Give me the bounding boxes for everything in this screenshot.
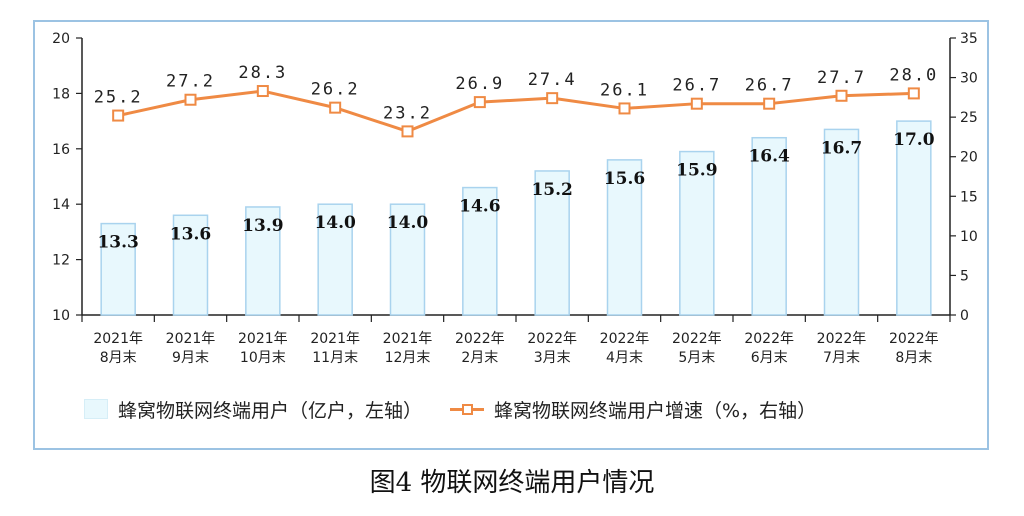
line-data-label: 23.2 — [383, 103, 432, 123]
line-data-label: 26.7 — [745, 76, 794, 96]
bar — [462, 186, 498, 316]
line-data-label: 26.1 — [600, 80, 649, 100]
bar-data-label: 16.7 — [821, 138, 862, 158]
legend-label-bars: 蜂窝物联网终端用户（亿户，左轴） — [118, 399, 423, 422]
bar — [172, 214, 209, 316]
bar — [245, 206, 281, 316]
right-tick-label: 25 — [960, 110, 978, 126]
line-data-label: 28.0 — [889, 65, 938, 85]
x-tick-label-month: 12月末 — [385, 350, 431, 366]
bar-data-label: 15.9 — [676, 161, 717, 181]
bar — [823, 128, 860, 316]
bar-data-label: 14.0 — [314, 213, 356, 233]
right-tick-label: 0 — [960, 308, 969, 324]
x-tick-label-year: 2022年 — [672, 331, 722, 347]
bar — [100, 222, 136, 316]
x-tick-label-month: 4月末 — [606, 350, 643, 366]
line-data-label: 27.7 — [817, 68, 866, 88]
x-tick-label-year: 2021年 — [166, 331, 216, 347]
bar — [389, 203, 426, 316]
line-point — [256, 85, 269, 98]
x-tick-label-month: 10月末 — [240, 350, 286, 366]
bar-data-label: 17.0 — [893, 130, 935, 150]
right-tick-label: 35 — [960, 31, 978, 47]
line-point — [329, 101, 342, 114]
chart-legend: 蜂窝物联网终端用户（亿户，左轴） 蜂窝物联网终端用户增速（%，右轴） — [84, 392, 844, 426]
legend-bar-swatch — [84, 399, 108, 419]
x-tick-label-month: 3月末 — [534, 350, 571, 366]
line-point — [763, 97, 776, 110]
legend-item-bars: 蜂窝物联网终端用户（亿户，左轴） — [84, 396, 422, 423]
legend-line-swatch — [450, 400, 485, 418]
line-data-label: 28.3 — [238, 63, 287, 83]
line-data-label: 26.9 — [455, 74, 504, 94]
x-tick-label-month: 9月末 — [172, 350, 209, 366]
right-tick-label: 20 — [960, 150, 978, 166]
x-tick-label-year: 2022年 — [527, 331, 577, 347]
bar-data-label: 13.9 — [242, 216, 283, 236]
bar — [606, 159, 643, 316]
x-tick-label-year: 2021年 — [310, 331, 360, 347]
growth-line — [117, 89, 914, 133]
x-tick-label-year: 2022年 — [817, 331, 867, 347]
left-tick-label: 18 — [52, 86, 70, 102]
x-tick-label-year: 2022年 — [600, 331, 650, 347]
bar-data-label: 16.4 — [748, 147, 790, 167]
left-tick-label: 12 — [52, 253, 70, 269]
legend-item-line: 蜂窝物联网终端用户增速（%，右轴） — [450, 396, 816, 423]
right-tick-label: 30 — [960, 71, 978, 87]
left-tick-label: 14 — [52, 197, 70, 213]
line-point — [618, 102, 631, 115]
bar — [679, 150, 715, 316]
bar — [534, 170, 570, 316]
chart-frame — [33, 20, 989, 450]
line-point — [835, 89, 848, 102]
line-point — [546, 92, 559, 105]
left-tick-label: 20 — [52, 31, 70, 47]
right-tick-label: 10 — [960, 229, 978, 245]
x-tick-label-year: 2022年 — [455, 331, 505, 347]
line-data-label: 26.7 — [672, 76, 721, 96]
x-tick-label-month: 7月末 — [823, 350, 860, 366]
x-tick-label-month: 11月末 — [312, 350, 358, 366]
x-tick-label-month: 8月末 — [895, 350, 932, 366]
combo-chart: 10 12 14 16 18 20 0 5 10 15 20 25 30 35 2021年 8月末 2021年 9… — [52, 31, 978, 366]
line-data-label: 25.2 — [94, 88, 143, 108]
bar-data-label: 14.6 — [459, 197, 500, 217]
line-point — [184, 93, 197, 106]
legend-label-line: 蜂窝物联网终端用户增速（%，右轴） — [494, 399, 817, 422]
right-tick-label: 15 — [960, 189, 978, 205]
x-tick-label-month: 5月末 — [678, 350, 715, 366]
line-point — [112, 109, 125, 122]
x-tick-label-month: 2月末 — [461, 350, 498, 366]
left-tick-label: 10 — [52, 308, 70, 324]
x-tick-label-year: 2022年 — [744, 331, 794, 347]
line-data-label: 26.2 — [311, 80, 360, 100]
x-tick-label-year: 2022年 — [889, 331, 939, 347]
left-tick-label: 16 — [52, 142, 70, 158]
line-point — [907, 87, 920, 100]
bar-data-label: 15.6 — [604, 169, 645, 189]
bar-data-label: 13.6 — [170, 224, 211, 244]
bar-data-label: 13.3 — [97, 233, 138, 253]
x-tick-label-year: 2021年 — [93, 331, 143, 347]
bar — [896, 120, 932, 316]
x-tick-label-year: 2021年 — [238, 331, 288, 347]
line-data-label: 27.4 — [528, 70, 577, 90]
x-tick-label-month: 8月末 — [100, 350, 137, 366]
line-point — [401, 125, 414, 138]
bar-data-label: 15.2 — [531, 180, 572, 200]
line-data-label: 27.2 — [166, 72, 215, 92]
bar — [751, 136, 787, 316]
line-point — [473, 96, 486, 109]
x-tick-label-year: 2021年 — [383, 331, 433, 347]
bar — [317, 203, 353, 316]
bar-data-label: 14.0 — [387, 213, 429, 233]
chart-title: 图4 物联网终端用户情况 — [369, 468, 655, 498]
line-point — [690, 97, 703, 110]
x-tick-label-month: 6月末 — [751, 350, 788, 366]
right-tick-label: 5 — [960, 268, 969, 284]
